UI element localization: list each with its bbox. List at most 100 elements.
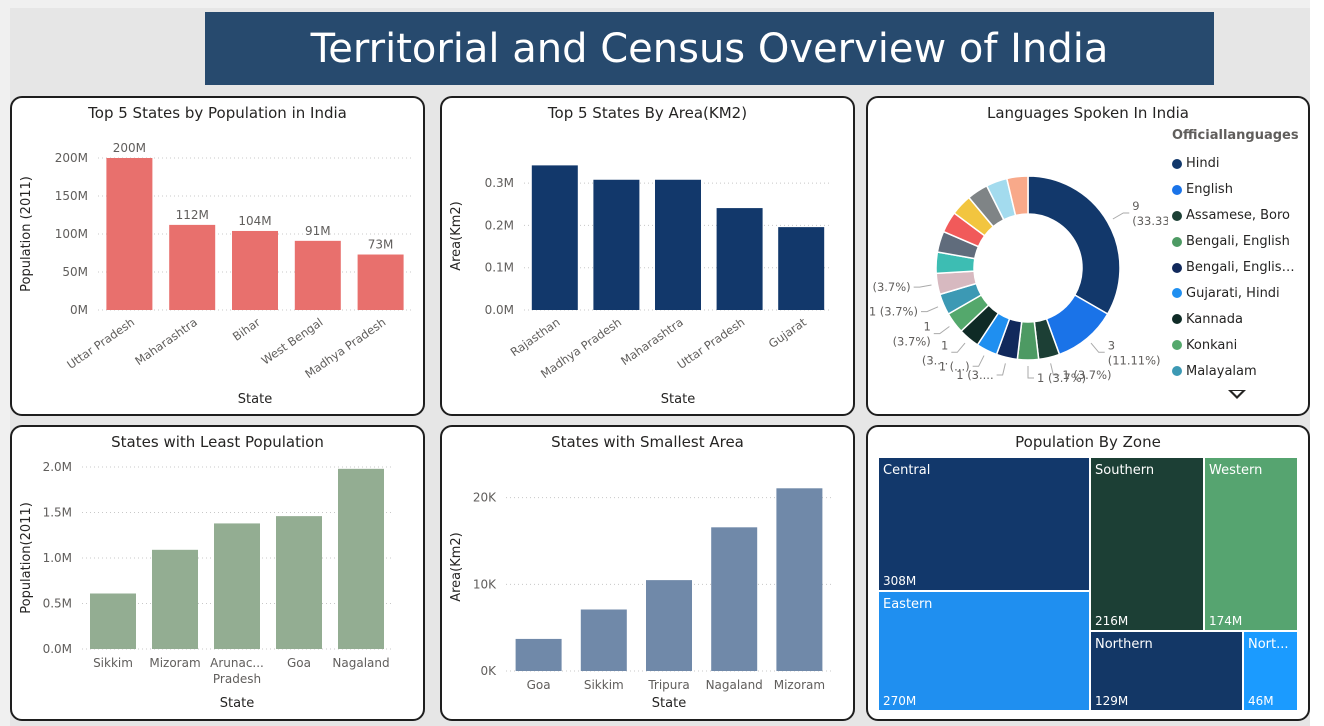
y-tick-label: 20K [473, 491, 497, 505]
card-top5-area[interactable]: Top 5 States By Area(KM2) 0.0M 0.1M 0.2M 0.… [440, 96, 855, 416]
donut-leader-line [951, 342, 966, 353]
y-axis-title: Area(Km2) [449, 201, 464, 271]
x-tick-label: Mizoram [149, 656, 200, 670]
donut-data-label: 3 (11.11%) [1108, 338, 1161, 367]
treemap-cell[interactable]: Southern 216M [1090, 457, 1204, 631]
legend-item[interactable]: Bengali, English [1172, 229, 1302, 255]
card-population-by-zone[interactable]: Population By Zone Central 308M Southern 21… [866, 425, 1310, 721]
x-tick-label: Tripura [647, 678, 689, 692]
treemap-cell-value: 46M [1248, 694, 1274, 708]
donut-leader-line [1050, 363, 1060, 376]
donut-data-label: 1 (3.7%) [893, 320, 931, 349]
x-tick-label: Sikkim [584, 678, 624, 692]
bar [294, 240, 341, 310]
legend-item[interactable]: Kannada [1172, 306, 1302, 332]
bar [778, 227, 825, 310]
chart-title: Top 5 States By Area(KM2) [547, 104, 748, 122]
bar [776, 488, 823, 671]
treemap-cell-label: Nort... [1248, 637, 1289, 652]
x-tick-label: Uttar Pradesh [675, 315, 748, 372]
legend-label: Bengali, English [1186, 234, 1290, 250]
donut-data-label: 1 (3.... [956, 368, 993, 382]
x-axis-title: State [220, 696, 254, 711]
legend-label: Malayalam [1186, 363, 1257, 379]
bar [531, 165, 578, 310]
donut-data-label: 1 (3.7%) [869, 305, 918, 319]
legend-label: Konkani [1186, 337, 1238, 353]
treemap-cell[interactable]: Central 308M [878, 457, 1090, 591]
y-axis-title: Population (2011) [19, 176, 34, 292]
legend-item[interactable]: Malayalam [1172, 358, 1302, 384]
card-smallest-area[interactable]: States with Smallest Area 0K 10K 20K Goa Sik… [440, 425, 855, 721]
donut-data-label: 1 (3.7%) [1062, 368, 1111, 382]
x-tick-label: Mizoram [774, 678, 825, 692]
data-label: 104M [238, 214, 271, 228]
y-tick-label: 0.5M [43, 597, 72, 611]
x-tick-label: Gujarat [766, 315, 809, 351]
x-tick-label: Nagaland [332, 656, 389, 670]
x-tick-label: Maharashtra [132, 315, 200, 368]
treemap-cell-label: Southern [1095, 463, 1155, 478]
x-axis-title: State [652, 696, 686, 711]
x-tick-label: Sikkim [93, 656, 133, 670]
treemap-cell[interactable]: Nort... 46M [1243, 631, 1298, 711]
card-top5-population[interactable]: Top 5 States by Population in India 0M 50… [10, 96, 425, 416]
legend-item[interactable]: Konkani [1172, 332, 1302, 358]
y-tick-label: 0.0M [43, 642, 72, 656]
bar [580, 609, 627, 671]
bar [711, 527, 758, 671]
treemap-cell[interactable]: Eastern 270M [878, 591, 1090, 711]
x-axis-title: State [661, 392, 695, 407]
dashboard-title: Territorial and Census Overview of India [205, 12, 1214, 85]
treemap-cell-value: 129M [1095, 694, 1129, 708]
bar-chart-smallest-area: 0K 10K 20K Goa Sikkim Tripura Nagaland Mizoram S… [449, 488, 832, 711]
treemap-cell[interactable]: Northern 129M [1090, 631, 1243, 711]
legend-scroll-down-icon[interactable] [1228, 390, 1246, 399]
x-tick-label: Goa [527, 678, 551, 692]
legend-item[interactable]: Bengali, English... [1172, 255, 1302, 281]
data-label: 73M [368, 238, 394, 252]
donut-leader-line [1027, 366, 1034, 379]
legend-swatch [1172, 262, 1182, 273]
x-tick-label: Nagaland [706, 678, 763, 692]
y-tick-label: 0.1M [485, 261, 514, 275]
treemap-cell[interactable]: Western 174M [1204, 457, 1298, 631]
card-languages[interactable]: Languages Spoken In India 9(33.33%) 3(11.… [866, 96, 1310, 416]
y-tick-label: 0K [480, 664, 497, 678]
donut-chart-languages: 9(33.33%)3(11.11%)1 (3.7%)1 (3.7%)1 (3..… [868, 175, 1168, 385]
legend-item[interactable]: Assamese, Boro [1172, 203, 1302, 229]
legend-swatch [1172, 210, 1182, 221]
legend-item[interactable]: Gujarati, Hindi [1172, 280, 1302, 306]
legend-label: English [1186, 182, 1233, 198]
legend-item[interactable]: Hindi [1172, 151, 1302, 177]
x-tick-label: Goa [287, 656, 311, 670]
report-scrollbar[interactable] [1310, 0, 1324, 726]
bar-chart-top5-population: 0M 50M 100M 150M 200M 200M Uttar Pradesh 112M Ma… [19, 141, 412, 407]
treemap-population-by-zone: Central 308M Southern 216M Western 174M Easter… [878, 457, 1298, 711]
treemap-cell-label: Central [883, 463, 931, 478]
chart-title: Top 5 States by Population in India [88, 104, 347, 122]
data-label: 91M [305, 224, 331, 238]
donut-slice [1027, 175, 1121, 316]
card-least-population[interactable]: States with Least Population 0.0M 0.5M 1.0… [10, 425, 425, 721]
bar [646, 580, 692, 671]
treemap-cell-label: Northern [1095, 637, 1153, 652]
data-label: 200M [113, 141, 146, 155]
donut-leader-line [996, 363, 1006, 376]
x-tick-label: Arunac... Pradesh [210, 656, 264, 686]
bar [357, 254, 404, 310]
y-tick-label: 100M [55, 227, 88, 241]
legend-label: Assamese, Boro [1186, 208, 1290, 224]
legend-item[interactable]: English [1172, 177, 1302, 203]
y-tick-label: 0.3M [485, 176, 514, 190]
legend-swatch [1172, 340, 1182, 351]
legend-label: Hindi [1186, 156, 1220, 172]
x-tick-label: Uttar Pradesh [64, 315, 137, 372]
legend-swatch [1172, 314, 1182, 325]
donut-data-label: 9(33.33%) [1132, 199, 1168, 228]
donut-leader-line [933, 326, 950, 335]
y-tick-label: 200M [55, 151, 88, 165]
bar [106, 158, 153, 310]
bar [90, 593, 136, 649]
